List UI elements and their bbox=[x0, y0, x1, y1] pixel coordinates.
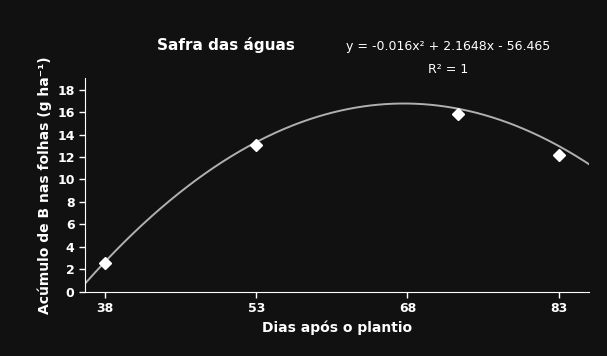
Text: Safra das águas: Safra das águas bbox=[157, 37, 295, 53]
Y-axis label: Acúmulo de B nas folhas (g ha⁻¹): Acúmulo de B nas folhas (g ha⁻¹) bbox=[37, 56, 52, 314]
Text: y = -0.016x² + 2.1648x - 56.465: y = -0.016x² + 2.1648x - 56.465 bbox=[345, 40, 550, 53]
X-axis label: Dias após o plantio: Dias após o plantio bbox=[262, 321, 412, 335]
Text: R² = 1: R² = 1 bbox=[427, 63, 468, 76]
